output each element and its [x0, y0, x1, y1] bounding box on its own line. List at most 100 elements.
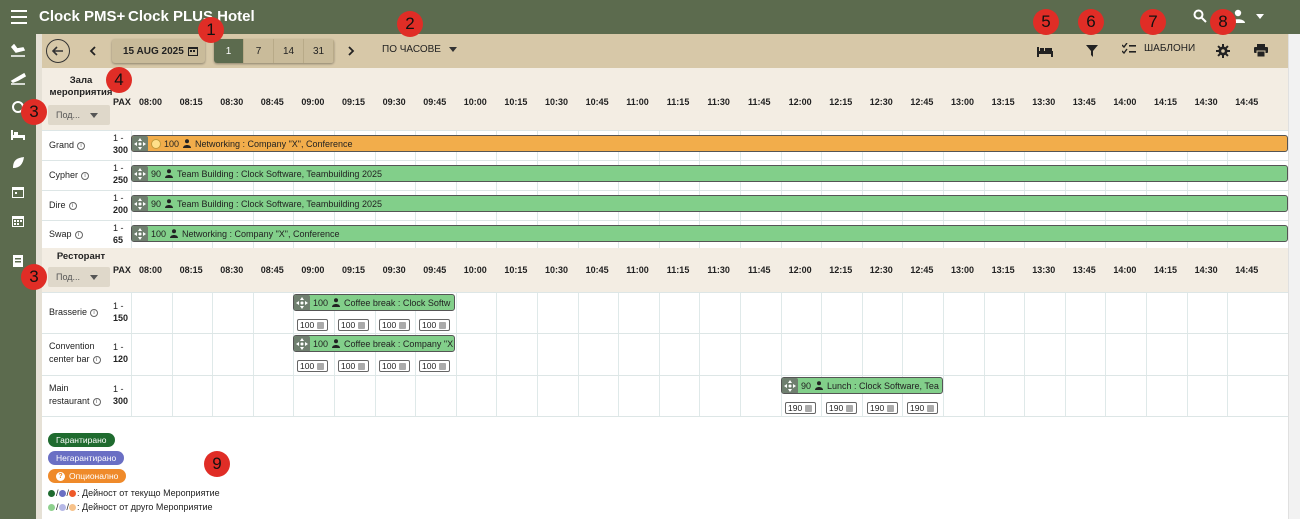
move-icon[interactable]: [132, 136, 148, 151]
move-icon[interactable]: [132, 196, 148, 211]
info-icon[interactable]: i: [77, 141, 86, 150]
booking-pax: 100: [313, 297, 329, 308]
booking-bar[interactable]: 100 Networking : Company "X", Conference: [131, 225, 1288, 242]
back-button[interactable]: [46, 39, 70, 63]
time-column-header: 12:30: [869, 265, 893, 275]
info-icon[interactable]: i: [92, 397, 101, 406]
info-icon[interactable]: i: [92, 355, 101, 364]
legend-guaranteed: Гарантирано: [48, 433, 115, 447]
menu-icon[interactable]: [11, 10, 27, 24]
booking-bar[interactable]: 100 Coffee break : Clock Softw: [293, 294, 455, 311]
pax-chip[interactable]: 100: [379, 360, 410, 372]
pax-chip[interactable]: 100: [338, 319, 369, 331]
vertical-scrollbar[interactable]: [1288, 34, 1300, 519]
search-icon[interactable]: [1193, 9, 1207, 23]
info-icon[interactable]: i: [68, 201, 77, 210]
calendar-icon[interactable]: [8, 183, 28, 201]
pax-chip[interactable]: 100: [297, 319, 328, 331]
calendar-icon: [187, 47, 198, 56]
time-column-header: 09:15: [342, 97, 366, 107]
view-mode-label: ПО ЧАСОВЕ: [382, 44, 441, 55]
date-picker[interactable]: 15 AUG 2025: [112, 39, 205, 63]
info-icon[interactable]: i: [74, 230, 83, 239]
person-icon: [332, 298, 341, 307]
grid-line: [1227, 130, 1229, 248]
time-column-header: 08:15: [179, 265, 203, 275]
grid-line: [902, 130, 904, 248]
chevron-right-icon[interactable]: [348, 46, 355, 56]
room-name-dire: Dire i: [49, 199, 77, 212]
reports-icon[interactable]: [8, 252, 28, 270]
move-icon[interactable]: [294, 336, 310, 351]
grid-line: [943, 130, 944, 248]
grid-line: [780, 292, 782, 416]
move-icon[interactable]: [132, 166, 148, 181]
time-column-header: 12:30: [869, 97, 893, 107]
departure-icon[interactable]: [8, 70, 28, 88]
time-column-header: 13:45: [1072, 265, 1096, 275]
pax-chip[interactable]: 190: [907, 402, 938, 414]
templates-button[interactable]: ШАБЛОНИ: [1122, 43, 1195, 54]
time-column-header: 09:30: [382, 97, 406, 107]
grid-line: [293, 292, 295, 416]
callout-3: 3: [21, 99, 47, 125]
move-icon[interactable]: [782, 378, 798, 393]
chevron-down-icon[interactable]: [1256, 14, 1264, 19]
row-divider: [42, 190, 1288, 191]
print-icon[interactable]: [1254, 44, 1268, 57]
time-column-header: 13:00: [951, 265, 975, 275]
grid-line: [1105, 130, 1107, 248]
time-column-header: 13:30: [1032, 265, 1056, 275]
grid-line: [1227, 292, 1229, 416]
pax-chip[interactable]: 100: [379, 319, 410, 331]
room-name-convention-center-bar: Convention center bar i: [49, 340, 109, 366]
bed-icon[interactable]: [1037, 46, 1053, 57]
pax-chip[interactable]: 190: [785, 402, 816, 414]
calendar-grid-icon[interactable]: [8, 212, 28, 230]
time-column-header: 11:00: [626, 265, 649, 275]
info-icon[interactable]: i: [81, 171, 90, 180]
pax-chip[interactable]: 190: [867, 402, 898, 414]
grid-line: [131, 130, 132, 248]
booking-bar[interactable]: 100 Coffee break : Company "X: [293, 335, 455, 352]
time-column-header: 13:30: [1032, 97, 1056, 107]
section-header-restaurant: [42, 248, 1288, 292]
room-name-brasserie: Brasserie i: [49, 306, 99, 319]
booking-bar[interactable]: 90 Team Building : Clock Software, Teamb…: [131, 195, 1288, 212]
time-column-header: 14:30: [1194, 97, 1218, 107]
booking-title: Team Building : Clock Software, Teambuil…: [177, 198, 382, 209]
leaf-icon[interactable]: [8, 154, 28, 172]
pax-chip[interactable]: 100: [297, 360, 328, 372]
view-mode-select[interactable]: ПО ЧАСОВЕ: [382, 44, 457, 55]
row-divider: [42, 292, 1288, 293]
room-filter-select[interactable]: Под...: [48, 105, 110, 125]
range-1-day[interactable]: 1: [214, 39, 244, 63]
move-icon[interactable]: [294, 295, 310, 310]
range-7-days[interactable]: 7: [244, 39, 274, 63]
grid-line: [699, 130, 701, 248]
time-column-header: 11:45: [748, 265, 771, 275]
chevron-left-icon[interactable]: [89, 46, 96, 56]
time-column-header: 10:45: [585, 265, 609, 275]
range-14-days[interactable]: 14: [274, 39, 304, 63]
move-icon[interactable]: [132, 226, 148, 241]
bed-icon[interactable]: [8, 126, 28, 144]
info-icon[interactable]: i: [90, 308, 99, 317]
gear-icon[interactable]: [1216, 44, 1230, 58]
room-filter-select[interactable]: Под...: [48, 267, 110, 287]
range-31-days[interactable]: 31: [304, 39, 334, 63]
time-column-header: 12:15: [829, 97, 853, 107]
booking-bar[interactable]: 90 Team Building : Clock Software, Teamb…: [131, 165, 1288, 182]
pax-chip[interactable]: 190: [826, 402, 857, 414]
grid-line: [577, 130, 579, 248]
arrival-icon[interactable]: [8, 42, 28, 60]
time-column-header: 10:30: [545, 97, 569, 107]
pax-chip[interactable]: 100: [338, 360, 369, 372]
pax-chip[interactable]: 100: [419, 319, 450, 331]
filter-icon[interactable]: [1086, 45, 1098, 57]
pax-chip[interactable]: 100: [419, 360, 450, 372]
booking-bar[interactable]: 100 Networking : Company "X", Conference: [131, 135, 1288, 152]
booking-bar[interactable]: 90 Lunch : Clock Software, Tea: [781, 377, 943, 394]
date-value: 15 AUG 2025: [123, 45, 184, 57]
grid-line: [861, 292, 863, 416]
